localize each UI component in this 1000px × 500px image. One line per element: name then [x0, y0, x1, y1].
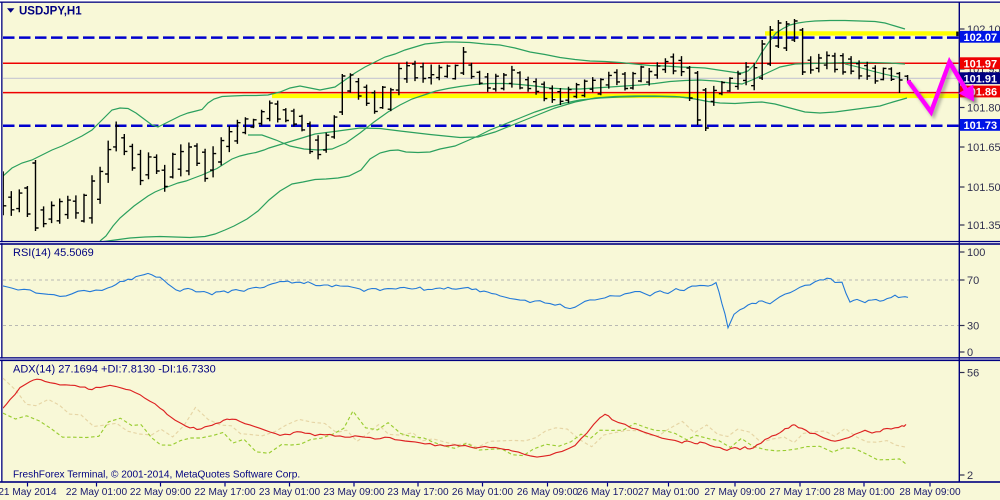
svg-text:101.35: 101.35: [967, 220, 1000, 232]
svg-text:RSI(14) 45.5069: RSI(14) 45.5069: [13, 247, 94, 259]
svg-text:30: 30: [967, 320, 979, 332]
svg-text:101.65: 101.65: [967, 142, 1000, 154]
svg-text:102.07: 102.07: [964, 32, 998, 44]
svg-text:27 May 17:00: 27 May 17:00: [769, 487, 831, 498]
svg-text:27 May 01:00: 27 May 01:00: [638, 487, 700, 498]
svg-text:22 May 01:00: 22 May 01:00: [66, 487, 128, 498]
svg-text:USDJPY,H1: USDJPY,H1: [19, 6, 82, 18]
svg-text:101.80: 101.80: [967, 102, 1000, 114]
svg-text:23 May 09:00: 23 May 09:00: [323, 487, 385, 498]
svg-text:101.50: 101.50: [967, 182, 1000, 194]
svg-text:101.91: 101.91: [964, 73, 998, 85]
svg-text:FreshForex Terminal, © 2001-20: FreshForex Terminal, © 2001-2014, MetaQu…: [13, 470, 300, 481]
svg-text:0: 0: [967, 347, 973, 359]
svg-text:23 May 01:00: 23 May 01:00: [259, 487, 321, 498]
svg-text:100: 100: [967, 247, 985, 259]
svg-text:26 May 09:00: 26 May 09:00: [517, 487, 579, 498]
svg-text:ADX(14) 27.1694 +DI:7.8130 -DI: ADX(14) 27.1694 +DI:7.8130 -DI:16.7330: [13, 364, 216, 376]
svg-text:101.73: 101.73: [964, 120, 998, 132]
svg-text:28 May 01:00: 28 May 01:00: [833, 487, 895, 498]
svg-text:28 May 09:00: 28 May 09:00: [899, 487, 961, 498]
svg-text:21 May 2014: 21 May 2014: [0, 487, 57, 498]
svg-text:23 May 17:00: 23 May 17:00: [387, 487, 449, 498]
svg-text:26 May 01:00: 26 May 01:00: [452, 487, 514, 498]
svg-text:101.97: 101.97: [964, 58, 998, 70]
svg-text:56: 56: [967, 367, 979, 379]
svg-text:27 May 09:00: 27 May 09:00: [704, 487, 766, 498]
svg-text:22 May 17:00: 22 May 17:00: [194, 487, 256, 498]
svg-text:2: 2: [967, 470, 973, 482]
svg-text:70: 70: [967, 275, 979, 287]
svg-text:22 May 09:00: 22 May 09:00: [130, 487, 192, 498]
svg-text:26 May 17:00: 26 May 17:00: [577, 487, 639, 498]
